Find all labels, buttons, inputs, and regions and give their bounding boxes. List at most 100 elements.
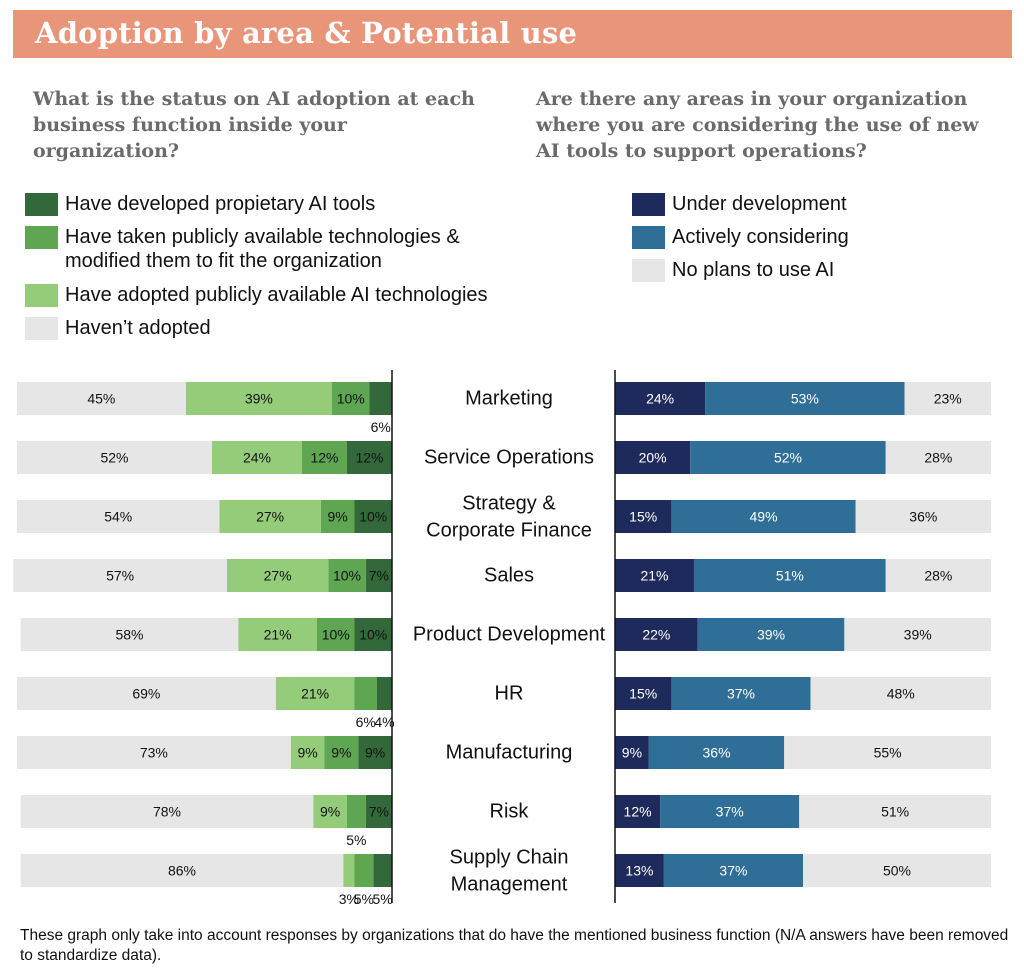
legend-item-modified: Have taken publicly available technologi… [25,225,505,283]
bar-label-left-strategy-corporate-finance-have-adopted-publicly-available-ai-technologies: 27% [256,509,284,525]
bar-label-left-marketing-haven-t-adopted: 45% [87,391,115,407]
bar-label-left-service-operations-have-adopted-publicly-available-ai-technologies: 24% [243,450,271,466]
bar-label-right-strategy-corporate-finance-under-development: 15% [629,509,657,525]
bar-left-product-development-haven-t-adopted [20,618,239,651]
bar-left-service-operations-have-taken-publicly-available-technologies-modified-them-to-fit-the-organization [302,441,347,474]
bar-label-left-manufacturing-have-adopted-publicly-available-ai-technologies: 9% [298,745,318,761]
legend-swatch-actively-considering [632,226,665,249]
bar-left-product-development-have-adopted-publicly-available-ai-technologies [238,618,317,651]
bar-right-risk-no-plans-to-use-ai [799,795,991,828]
bar-right-strategy-corporate-finance-actively-considering [671,500,856,533]
bar-left-strategy-corporate-finance-have-developed-propietary-ai-tools [354,500,392,533]
question-left: What is the status on AI adoption at eac… [33,88,475,162]
bar-right-service-operations-under-development [615,441,691,474]
legend-item-no-plans: No plans to use AI [632,258,992,291]
footnote: These graph only take into account respo… [20,927,1009,964]
bar-label-right-strategy-corporate-finance-no-plans-to-use-ai: 36% [909,509,937,525]
bar-left-hr-have-adopted-publicly-available-ai-technologies [275,677,355,710]
legend-item-proprietary: Have developed propietary AI tools [25,192,565,225]
bar-label-left-service-operations-haven-t-adopted: 52% [100,450,128,466]
bar-label-left-strategy-corporate-finance-have-developed-propietary-ai-tools: 10% [359,509,387,525]
bar-label-left-manufacturing-have-developed-propietary-ai-tools: 9% [365,745,385,761]
bar-left-marketing-have-developed-propietary-ai-tools [369,382,392,415]
bar-label-right-hr-under-development: 15% [629,686,657,702]
bar-label-left-strategy-corporate-finance-haven-t-adopted: 54% [104,509,132,525]
bar-left-manufacturing-haven-t-adopted [17,736,291,769]
bar-left-service-operations-have-adopted-publicly-available-ai-technologies [212,441,302,474]
bar-label-right-marketing-under-development: 24% [646,391,674,407]
bar-left-service-operations-have-developed-propietary-ai-tools [347,441,392,474]
bar-left-manufacturing-have-taken-publicly-available-technologies-modified-them-to-fit-the-organization [324,736,359,769]
bar-label-left-sales-haven-t-adopted: 57% [106,568,134,584]
legend-item-under-development: Under development [632,192,992,225]
title-banner: Adoption by area & Potential use [13,10,1012,58]
bar-label-left-marketing-have-adopted-publicly-available-ai-technologies: 39% [245,391,273,407]
bar-left-strategy-corporate-finance-have-adopted-publicly-available-ai-technologies [219,500,321,533]
category-label-supply-chain-management-line2: Management [451,874,568,896]
bar-left-strategy-corporate-finance-haven-t-adopted [17,500,220,533]
bar-label-left-hr-have-adopted-publicly-available-ai-technologies: 21% [301,686,329,702]
legend-item-actively-considering: Actively considering [632,225,992,258]
bar-label-right-marketing-actively-considering: 53% [791,391,819,407]
bar-label-left-service-operations-have-taken-publicly-available-technologies-modified-them-to-fit-the-organization: 12% [310,450,338,466]
bar-left-supply-chain-management-have-adopted-publicly-available-ai-technologies [343,854,355,887]
legend-swatch-modified [25,226,58,249]
bar-right-hr-no-plans-to-use-ai [810,677,991,710]
bar-left-supply-chain-management-have-taken-publicly-available-technologies-modified-them-to-fit-the-organization [354,854,374,887]
legend-right: Under development Actively considering N… [632,192,992,291]
bar-right-sales-under-development [615,559,694,592]
page-title: Adoption by area & Potential use [35,16,578,50]
bar-label-right-service-operations-under-development: 20% [639,450,667,466]
bar-label-right-supply-chain-management-under-development: 13% [625,863,653,879]
bar-right-manufacturing-under-development [615,736,649,769]
bar-label-left-hr-have-taken-publicly-available-technologies-modified-them-to-fit-the-organization: 6% [356,714,376,730]
bar-label-right-risk-no-plans-to-use-ai: 51% [881,804,909,820]
bar-right-hr-under-development [615,677,672,710]
legend-left: Have developed propietary AI tools Have … [25,192,565,349]
bar-left-product-development-have-developed-propietary-ai-tools [354,618,392,651]
bar-label-right-manufacturing-actively-considering: 36% [703,745,731,761]
bar-label-left-marketing-have-developed-propietary-ai-tools: 6% [371,419,391,435]
bar-label-right-supply-chain-management-actively-considering: 37% [719,863,747,879]
bar-left-manufacturing-have-developed-propietary-ai-tools [358,736,392,769]
adoption-chart: 6% 10% 39% 45% 24% 53% 23% Marketing 12% 12% 24% 52… [13,370,991,907]
bar-label-right-manufacturing-under-development: 9% [622,745,642,761]
bar-right-manufacturing-no-plans-to-use-ai [784,736,991,769]
category-label-product-development: Product Development [413,624,606,646]
bar-label-left-risk-have-developed-propietary-ai-tools: 7% [369,804,389,820]
bar-right-product-development-actively-considering [697,618,845,651]
bar-label-right-sales-actively-considering: 51% [776,568,804,584]
bar-label-left-supply-chain-management-have-taken-publicly-available-technologies-modified-them-to-fit-the-organization: 5% [354,891,374,907]
bar-label-left-risk-have-adopted-publicly-available-ai-technologies: 9% [320,804,340,820]
legend-swatch-proprietary [25,193,58,216]
bar-label-left-product-development-have-adopted-publicly-available-ai-technologies: 21% [264,627,292,643]
category-label-sales: Sales [484,565,534,587]
legend-label-under-development: Under development [672,193,847,215]
bar-left-hr-have-developed-propietary-ai-tools [377,677,392,710]
bar-left-supply-chain-management-have-developed-propietary-ai-tools [373,854,392,887]
bar-right-service-operations-no-plans-to-use-ai [885,441,991,474]
bar-label-left-sales-have-adopted-publicly-available-ai-technologies: 27% [264,568,292,584]
bar-label-right-service-operations-actively-considering: 52% [774,450,802,466]
legend-label-adopted: Have adopted publicly available AI techn… [65,284,488,306]
bar-right-service-operations-actively-considering [690,441,886,474]
bar-label-left-hr-haven-t-adopted: 69% [132,686,160,702]
bar-right-risk-under-development [615,795,661,828]
bar-right-product-development-under-development [615,618,698,651]
legend-label-modified: Have taken publicly available technologi… [65,226,460,272]
bar-left-service-operations-haven-t-adopted [17,441,212,474]
bar-label-right-manufacturing-no-plans-to-use-ai: 55% [874,745,902,761]
category-label-risk: Risk [490,801,530,823]
bar-label-right-sales-no-plans-to-use-ai: 28% [924,568,952,584]
legend-swatch-not-adopted [25,317,58,340]
bar-label-right-risk-actively-considering: 37% [716,804,744,820]
bar-left-sales-have-developed-propietary-ai-tools [365,559,392,592]
bar-label-left-product-development-have-taken-publicly-available-technologies-modified-them-to-fit-the-organization: 10% [322,627,350,643]
bar-right-sales-no-plans-to-use-ai [885,559,991,592]
bar-label-right-supply-chain-management-no-plans-to-use-ai: 50% [883,863,911,879]
bar-right-marketing-under-development [615,382,706,415]
bar-label-left-marketing-have-taken-publicly-available-technologies-modified-them-to-fit-the-organization: 10% [337,391,365,407]
bar-label-right-strategy-corporate-finance-actively-considering: 49% [750,509,778,525]
bar-label-left-supply-chain-management-have-adopted-publicly-available-ai-technologies: 3% [339,891,359,907]
bar-right-product-development-no-plans-to-use-ai [844,618,991,651]
